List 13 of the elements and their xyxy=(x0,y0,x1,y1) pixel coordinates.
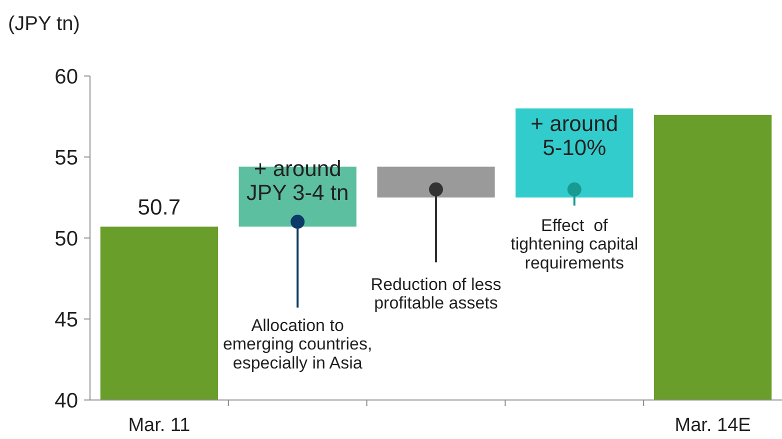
y-tick-label: 55 xyxy=(54,146,78,170)
y-tick-label: 45 xyxy=(54,308,78,332)
x-tick-label: Mar. 11 xyxy=(128,415,190,436)
annotation: Allocation to emerging countries, especially in Asia xyxy=(222,316,372,372)
x-tick-label: Mar. 14E xyxy=(674,415,751,436)
annotation: Effect of tightening capital requirements xyxy=(510,216,638,272)
y-axis-title: (JPY tn) xyxy=(8,13,80,35)
annotation: Reduction of less profitable assets xyxy=(370,275,502,313)
y-tick-label: 40 xyxy=(54,389,78,412)
y-tick-label: 60 xyxy=(54,65,78,88)
annotation: + around 5-10% xyxy=(530,111,618,160)
y-tick-label: 50 xyxy=(54,227,78,250)
data-label: 50.7 xyxy=(138,194,181,220)
